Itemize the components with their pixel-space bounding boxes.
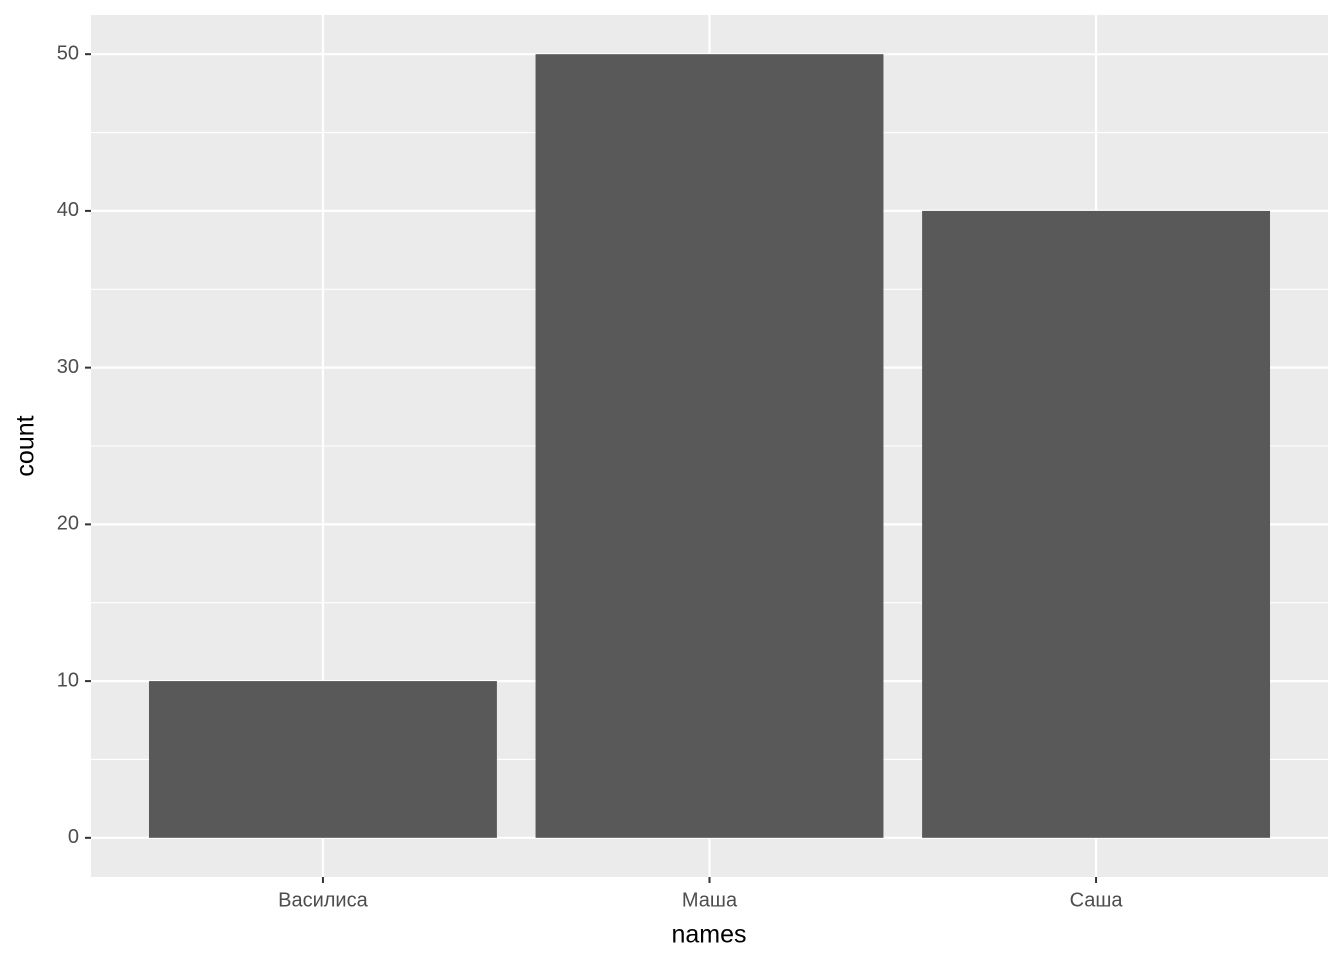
y-axis-title: count	[12, 415, 40, 476]
y-tick-label: 30	[57, 356, 79, 378]
bar	[535, 54, 884, 838]
x-tick-label: Маша	[682, 889, 738, 911]
x-tick-label: Саша	[1070, 889, 1124, 911]
bar	[148, 681, 497, 838]
y-tick-label: 10	[57, 669, 79, 691]
bar	[922, 210, 1271, 838]
y-tick-label: 20	[57, 513, 79, 535]
y-tick-label: 50	[57, 42, 79, 64]
y-tick-label: 0	[68, 826, 79, 848]
y-tick-label: 40	[57, 199, 79, 221]
x-tick-label: Василиса	[278, 889, 368, 911]
x-axis-title: names	[671, 921, 746, 949]
